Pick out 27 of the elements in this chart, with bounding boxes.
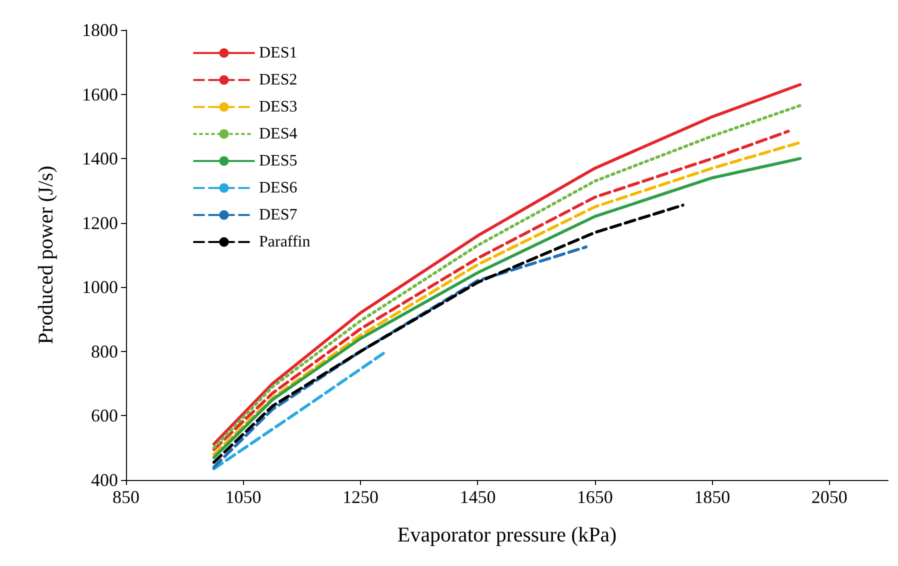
x-tick-label: 1650 — [576, 487, 613, 507]
x-tick-label: 1050 — [225, 487, 262, 507]
x-axis-title: Evaporator pressure (kPa) — [397, 522, 617, 546]
y-tick-label: 1400 — [82, 148, 118, 169]
y-tick-label: 600 — [91, 406, 118, 426]
y-tick-label: 1600 — [82, 84, 118, 104]
legend-label: DES5 — [259, 152, 298, 170]
x-tick-label: 1250 — [342, 487, 378, 507]
y-tick-label: 1800 — [82, 20, 118, 40]
line-series — [212, 245, 588, 469]
legend-label: DES2 — [259, 72, 298, 88]
y-tick-label: 400 — [91, 470, 118, 490]
legend-label: DES4 — [259, 126, 298, 142]
x-tick-label: 1850 — [694, 487, 730, 507]
y-tick-label: 800 — [91, 341, 118, 362]
y-tick-label: 1000 — [82, 277, 118, 298]
line-series — [212, 204, 684, 464]
legend-label: DES6 — [259, 180, 298, 196]
x-tick-label: 850 — [112, 487, 140, 507]
legend-label: DES3 — [259, 98, 298, 116]
x-tick-label: 1450 — [460, 487, 496, 507]
y-tick-label: 1200 — [82, 212, 118, 233]
legend-label: Paraffin — [259, 234, 310, 250]
x-tick-label: 2050 — [811, 487, 848, 507]
legend-label: DES1 — [259, 44, 298, 62]
legend-label: DES7 — [259, 206, 298, 224]
y-axis-title: Produced power (J/s) — [34, 166, 58, 344]
